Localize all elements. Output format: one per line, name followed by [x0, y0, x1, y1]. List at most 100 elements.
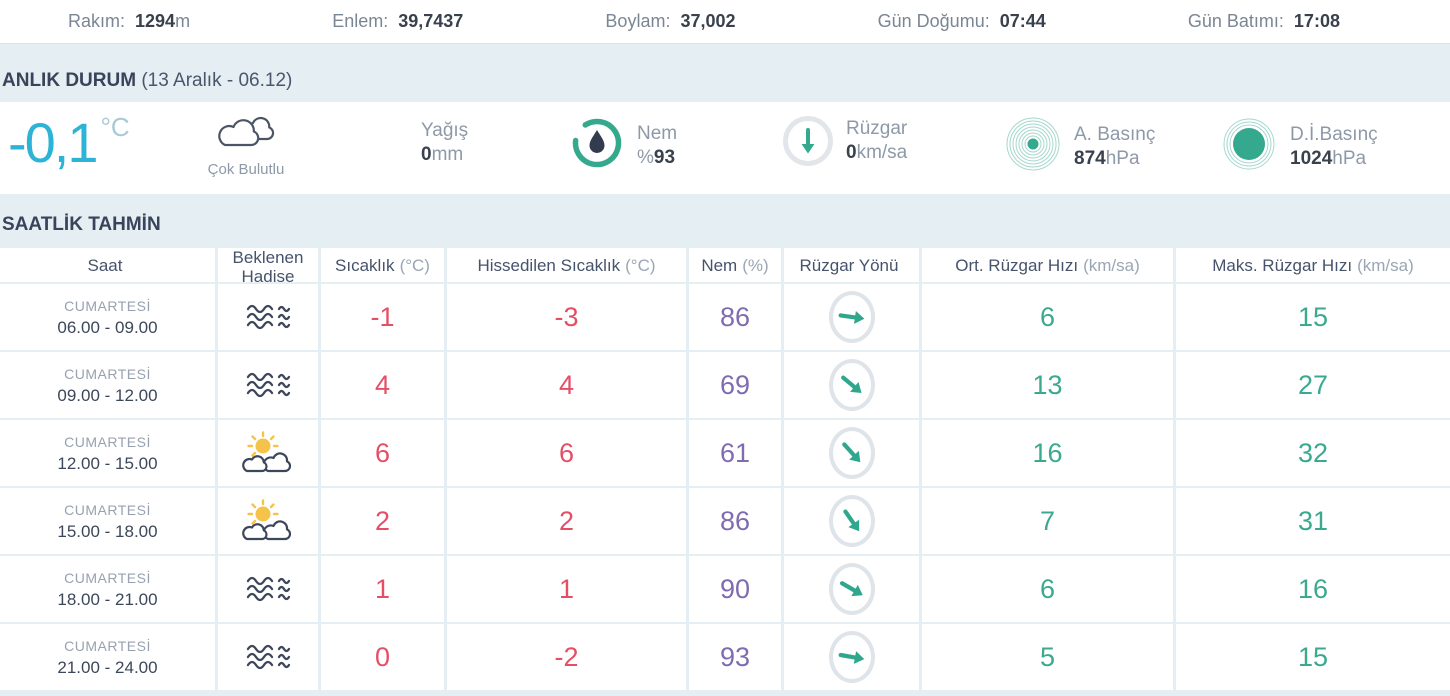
column-header-hissedilen-sicaklik: Hissedilen Sıcaklık (°C) [447, 248, 686, 282]
actual-pressure-icon [1005, 116, 1061, 177]
column-header-maks-ruzgar-hizi: Maks. Rüzgar Hızı (km/sa) [1176, 248, 1450, 282]
current-temperature: -0,1 °C [8, 110, 130, 175]
fog-icon [246, 372, 291, 398]
altitude-stat: Rakım: 1294m [68, 11, 190, 32]
hourly-forecast-table: Saat Beklenen Hadise Sıcaklık (°C) Hissed… [0, 248, 1450, 690]
wind-direction-arrow [829, 430, 874, 475]
forecast-time-cell: CUMARTESİ 06.00 - 09.00 [0, 284, 215, 350]
avg-wind-speed-cell: 13 [922, 352, 1173, 418]
forecast-day: CUMARTESİ [64, 502, 151, 518]
forecast-time-cell: CUMARTESİ 15.00 - 18.00 [0, 488, 215, 554]
hourly-title-text: SAATLİK TAHMİN [2, 214, 161, 235]
forecast-time-cell: CUMARTESİ 12.00 - 15.00 [0, 420, 215, 486]
forecast-time-cell: CUMARTESİ 09.00 - 12.00 [0, 352, 215, 418]
forecast-time-range: 21.00 - 24.00 [57, 658, 158, 677]
longitude-value: 37,002 [680, 11, 736, 31]
forecast-time-cell: CUMARTESİ 18.00 - 21.00 [0, 556, 215, 622]
forecast-day: CUMARTESİ [64, 434, 151, 450]
sunrise-stat: Gün Doğumu: 07:44 [878, 11, 1046, 32]
forecast-time-cell: CUMARTESİ 21.00 - 24.00 [0, 624, 215, 690]
fog-icon [246, 304, 291, 330]
forecast-time-range: 15.00 - 18.00 [57, 522, 158, 541]
forecast-day: CUMARTESİ [64, 366, 151, 382]
feels-like-cell: -2 [447, 624, 686, 690]
sea-level-pressure-value: 1024hPa [1290, 147, 1367, 169]
temperature-value: -0,1 [8, 111, 98, 174]
temperature-cell: 4 [321, 352, 444, 418]
clouds-icon [213, 116, 279, 158]
longitude-label: Boylam: [605, 11, 671, 31]
weather-condition-icon [218, 556, 318, 622]
feels-like-cell: 6 [447, 420, 686, 486]
weather-condition-icon [218, 624, 318, 690]
station-info-bar: Rakım: 1294m Enlem: 39,7437 Boylam: 37,0… [0, 0, 1450, 44]
wind-direction-cell [784, 352, 919, 418]
current-section-title: ANLIK DURUM (13 Aralık - 06.12) [0, 44, 1450, 102]
fog-icon [246, 644, 291, 670]
avg-wind-speed-cell: 16 [922, 420, 1173, 486]
sea-level-pressure-metric: D.İ.Basınç 1024hPa [1221, 116, 1378, 177]
wind-value: 0km/sa [846, 142, 908, 163]
avg-wind-speed-cell: 6 [922, 284, 1173, 350]
forecast-time-range: 12.00 - 15.00 [57, 454, 158, 473]
actual-pressure-metric: A. Basınç 874hPa [1005, 116, 1155, 177]
actual-pressure-label: A. Basınç [1074, 123, 1156, 145]
column-header-ort-ruzgar-hizi: Ort. Rüzgar Hızı (km/sa) [922, 248, 1173, 282]
wind-direction-arrow [830, 567, 874, 611]
column-header-ruzgar-yonu: Rüzgar Yönü [784, 248, 919, 282]
latitude-value: 39,7437 [398, 11, 464, 31]
altitude-value: 1294m [135, 11, 191, 31]
current-conditions-panel: -0,1 °C Çok Bulutlu Yağış 0mm Nem %93 [0, 102, 1450, 194]
sunrise-value: 07:44 [999, 11, 1046, 31]
humidity-cell: 90 [689, 556, 781, 622]
wind-direction-cell [784, 624, 919, 690]
humidity-cell: 93 [689, 624, 781, 690]
humidity-cell: 69 [689, 352, 781, 418]
weather-condition-icon [218, 284, 318, 350]
hourly-section-title: SAATLİK TAHMİN [0, 194, 1450, 248]
forecast-time-range: 18.00 - 21.00 [57, 590, 158, 609]
humidity-value: %93 [637, 146, 676, 168]
wind-direction-ring [828, 427, 875, 479]
current-title-text: ANLIK DURUM [2, 70, 137, 91]
latitude-label: Enlem: [332, 11, 389, 31]
humidity-cell: 61 [689, 420, 781, 486]
longitude-stat: Boylam: 37,002 [605, 11, 735, 32]
wind-direction-ring [828, 291, 875, 343]
wind-label: Rüzgar [846, 118, 908, 139]
temperature-cell: 1 [321, 556, 444, 622]
humidity-cell: 86 [689, 488, 781, 554]
temperature-cell: 2 [321, 488, 444, 554]
wind-direction-ring [828, 631, 875, 683]
max-wind-speed-cell: 15 [1176, 284, 1450, 350]
max-wind-speed-cell: 16 [1176, 556, 1450, 622]
avg-wind-speed-cell: 7 [922, 488, 1173, 554]
current-condition: Çok Bulutlu [196, 112, 296, 178]
column-header-beklenen-hadise: Beklenen Hadise [218, 248, 318, 286]
feels-like-cell: 4 [447, 352, 686, 418]
sunset-value: 17:08 [1293, 11, 1340, 31]
weather-condition-icon [218, 488, 318, 554]
forecast-day: CUMARTESİ [64, 638, 151, 654]
precipitation-label: Yağış [421, 120, 469, 141]
sunset-label: Gün Batımı: [1187, 11, 1284, 31]
wind-direction-cell [784, 420, 919, 486]
humidity-gauge-icon [570, 116, 624, 175]
partly-cloudy-icon [242, 499, 292, 541]
max-wind-speed-cell: 32 [1176, 420, 1450, 486]
wind-direction-ring [828, 359, 875, 411]
wind-direction-arrow [829, 362, 874, 407]
wind-direction-cell [784, 488, 919, 554]
max-wind-speed-cell: 27 [1176, 352, 1450, 418]
latitude-stat: Enlem: 39,7437 [332, 11, 463, 32]
sunrise-label: Gün Doğumu: [877, 11, 990, 31]
precipitation-value: 0mm [421, 144, 464, 165]
current-title-date: (13 Aralık - 06.12) [141, 70, 293, 91]
condition-label: Çok Bulutlu [207, 161, 285, 178]
wind-direction-arrow [829, 499, 874, 544]
wind-metric: Rüzgar 0km/sa [783, 116, 907, 166]
wind-direction-ring [828, 495, 875, 547]
wind-direction-cell [784, 556, 919, 622]
forecast-day: CUMARTESİ [64, 570, 151, 586]
temperature-cell: 0 [321, 624, 444, 690]
